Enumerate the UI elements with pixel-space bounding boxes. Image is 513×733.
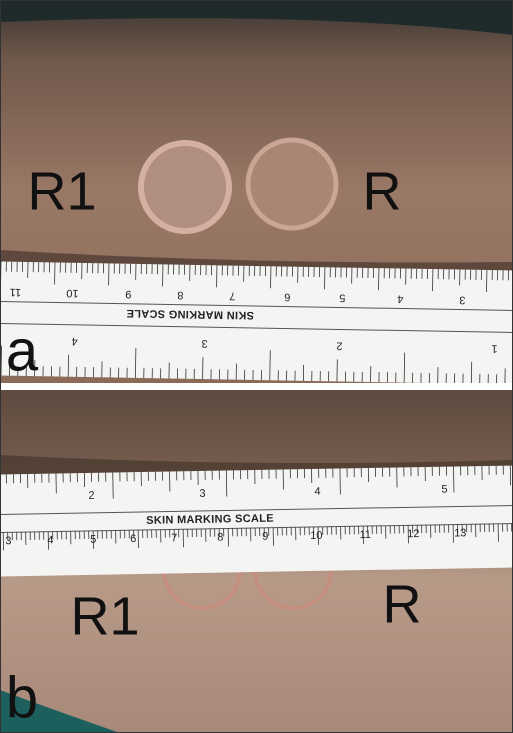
- ticks: [0, 465, 513, 551]
- marker-label: R1: [27, 161, 96, 221]
- ruler-line: [0, 522, 513, 534]
- tick: [134, 347, 137, 378]
- separator: [0, 383, 513, 390]
- tick: [269, 350, 271, 381]
- ruler-number: 2: [336, 340, 342, 352]
- ruler-number: 6: [284, 291, 290, 303]
- ruler-number: 11: [10, 286, 22, 298]
- ruler-title: SKIN MARKING SCALE: [126, 307, 254, 321]
- ruler-number: 7: [171, 532, 177, 544]
- marker-label: R1: [70, 586, 139, 646]
- tick: [403, 352, 406, 383]
- ruler-number: 9: [262, 531, 268, 543]
- ruler-number: 3: [199, 488, 205, 500]
- ruler-number: 11: [359, 529, 371, 541]
- ruler-number: 4: [47, 534, 53, 546]
- ruler-number: 10: [66, 287, 78, 299]
- panel-label: a: [6, 318, 39, 383]
- panel-a: R1 R SKIN MARKING SCALE 11 10 9 8 7 6 5 4 34 3 2 1 …: [0, 0, 513, 385]
- ruler-line: [0, 300, 513, 312]
- ruler-line: [0, 504, 513, 516]
- marker-label: R: [383, 574, 422, 634]
- ruler-numbers: 2 3 4 5 3 4 5 6 7 8 9 10 11 12 13: [5, 484, 466, 548]
- panel-label: b: [6, 665, 38, 730]
- reaction-ring: [245, 137, 339, 231]
- ruler-number: 2: [88, 490, 94, 502]
- ruler-number: 8: [177, 289, 183, 301]
- ruler-number: 7: [229, 290, 235, 302]
- ruler-number: 4: [397, 293, 403, 305]
- ruler-title: SKIN MARKING SCALE: [146, 513, 274, 527]
- panel-b: SKIN MARKING SCALE 2 3 4 5 3 4 5 6 7 8 9 10 11 12 13 R…: [0, 390, 513, 733]
- ruler-number: 5: [441, 484, 447, 496]
- reaction-ring: [138, 140, 232, 234]
- ruler-number: 3: [459, 294, 465, 306]
- ruler-number: 1: [491, 342, 497, 354]
- cloth-edge: [0, 690, 120, 733]
- ruler-number: 10: [310, 530, 322, 542]
- ruler-numbers: 11 10 9 8 7 6 5 4 3 4 3 2 1: [10, 286, 498, 355]
- dark-edge: [0, 0, 513, 35]
- marker-label: R: [363, 161, 402, 221]
- ruler-number: 13: [454, 527, 466, 539]
- ruler-number: 9: [125, 288, 131, 300]
- tick: [0, 345, 2, 376]
- ruler-number: 6: [130, 533, 136, 545]
- ruler-line: [0, 322, 513, 334]
- ruler-body: [0, 465, 513, 577]
- ruler-number: 3: [201, 337, 207, 349]
- ruler: SKIN MARKING SCALE 2 3 4 5 3 4 5 6 7 8 9 10 11 12 13: [0, 465, 513, 577]
- ruler-number: 4: [314, 486, 320, 498]
- ruler-number: 4: [71, 335, 77, 347]
- ruler-number: 5: [339, 292, 345, 304]
- ruler: SKIN MARKING SCALE 11 10 9 8 7 6 5 4 3 4 3 2 1: [0, 261, 513, 385]
- ruler-number: 3: [5, 535, 11, 547]
- ruler-number: 12: [407, 528, 419, 540]
- ruler-number: 5: [90, 534, 96, 546]
- ruler-body: [0, 261, 513, 385]
- ticks: [0, 261, 513, 385]
- ruler-number: 8: [217, 531, 223, 543]
